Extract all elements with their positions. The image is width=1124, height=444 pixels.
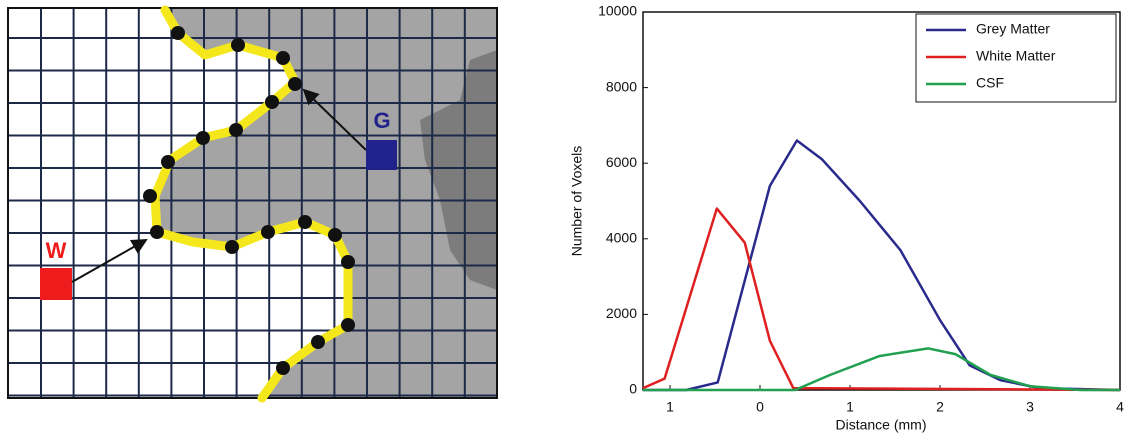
x-tick-label: 1 xyxy=(846,399,854,415)
boundary-dots xyxy=(143,26,355,375)
dot xyxy=(196,131,210,145)
grid xyxy=(8,8,497,398)
dot xyxy=(229,123,243,137)
dot xyxy=(288,77,302,91)
dot xyxy=(171,26,185,40)
dot xyxy=(150,225,164,239)
g-label: G xyxy=(373,108,390,133)
series-line xyxy=(643,139,1121,392)
grey-region xyxy=(155,8,497,398)
arrow xyxy=(302,88,367,151)
diagram: W G xyxy=(7,5,498,403)
dot xyxy=(341,318,355,332)
x-tick-label: 1 xyxy=(666,399,674,415)
dot xyxy=(276,361,290,375)
y-tick-label: 4000 xyxy=(606,230,637,246)
x-axis-label: Distance (mm) xyxy=(835,417,926,433)
csf-region xyxy=(420,50,497,290)
y-tick-label: 2000 xyxy=(606,305,637,321)
y-tick-label: 8000 xyxy=(606,78,637,94)
series-line xyxy=(642,207,1121,392)
dot xyxy=(311,335,325,349)
y-axis-label: Number of Voxels xyxy=(569,146,585,257)
dot xyxy=(231,38,245,52)
dot xyxy=(328,228,342,242)
dot xyxy=(265,95,279,109)
dot xyxy=(225,240,239,254)
dot xyxy=(341,255,355,269)
frame xyxy=(7,7,498,399)
w-label: W xyxy=(46,238,67,263)
legend-label: Grey Matter xyxy=(976,21,1050,37)
arrow xyxy=(71,239,148,283)
x-tick-label: 4 xyxy=(1116,399,1124,415)
series-line xyxy=(643,347,1120,392)
legend-label: CSF xyxy=(976,75,1004,91)
dot xyxy=(276,51,290,65)
dot xyxy=(161,155,175,169)
legend-label: White Matter xyxy=(976,48,1056,64)
x-tick-label: 0 xyxy=(756,399,764,415)
white-matter-voxel xyxy=(40,268,72,300)
grey-matter-voxel xyxy=(366,140,397,170)
y-tick-label: 6000 xyxy=(606,154,637,170)
y-tick-label: 10000 xyxy=(598,3,637,19)
dot xyxy=(261,225,275,239)
dot xyxy=(143,189,157,203)
dot xyxy=(298,215,312,229)
y-tick-label: 0 xyxy=(629,381,637,397)
x-tick-label: 3 xyxy=(1026,399,1034,415)
x-tick-label: 2 xyxy=(936,399,944,415)
